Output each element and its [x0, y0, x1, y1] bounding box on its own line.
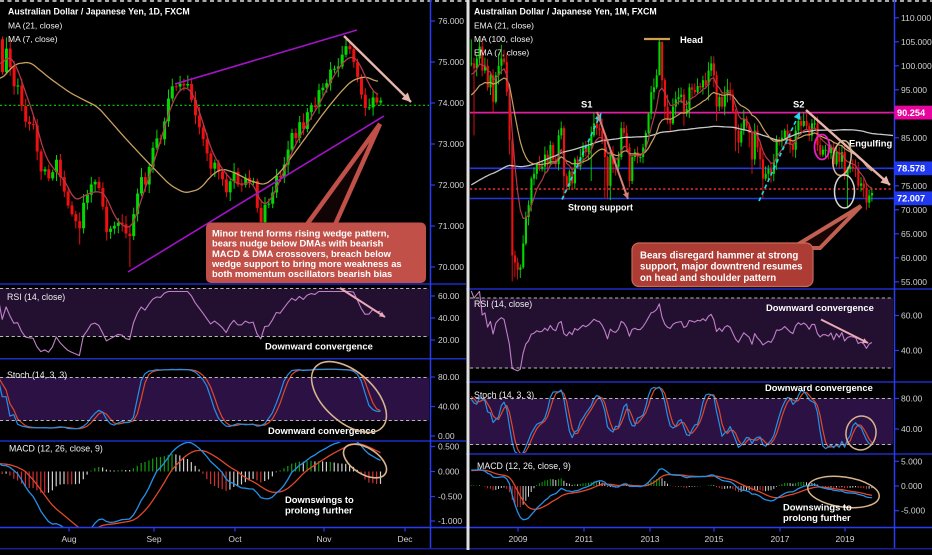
- svg-text:S2: S2: [793, 99, 804, 110]
- svg-text:40.00: 40.00: [901, 424, 923, 434]
- svg-text:0.000: 0.000: [901, 481, 923, 491]
- svg-text:Stoch (14, 3, 3): Stoch (14, 3, 3): [474, 390, 534, 400]
- svg-text:Aug: Aug: [61, 534, 76, 544]
- svg-text:Sep: Sep: [146, 534, 161, 544]
- svg-text:support, major downtrend resum: support, major downtrend resumes: [640, 262, 803, 273]
- svg-text:55.000: 55.000: [901, 277, 927, 287]
- svg-text:MA (21, close): MA (21, close): [8, 21, 62, 31]
- svg-text:0.00: 0.00: [438, 431, 455, 441]
- svg-text:Australian Dollar / Japanese Y: Australian Dollar / Japanese Yen, 1M, FX…: [474, 7, 657, 17]
- svg-text:2009: 2009: [509, 534, 528, 544]
- svg-text:Downward convergence: Downward convergence: [766, 302, 874, 313]
- svg-text:60.00: 60.00: [438, 291, 460, 301]
- svg-text:40.00: 40.00: [438, 402, 460, 412]
- svg-text:70.000: 70.000: [438, 262, 464, 272]
- svg-text:71.000: 71.000: [438, 221, 464, 231]
- svg-text:76.000: 76.000: [438, 16, 464, 26]
- svg-text:60.00: 60.00: [901, 311, 923, 321]
- svg-text:Downward convergence: Downward convergence: [265, 341, 373, 352]
- svg-text:Downswings to: Downswings to: [285, 494, 354, 505]
- svg-text:MACD (12, 26, close, 9): MACD (12, 26, close, 9): [477, 461, 571, 471]
- svg-text:Strong support: Strong support: [568, 203, 633, 213]
- svg-text:95.000: 95.000: [901, 85, 927, 95]
- svg-text:2013: 2013: [641, 534, 660, 544]
- svg-text:70.000: 70.000: [901, 205, 927, 215]
- svg-text:2011: 2011: [575, 534, 594, 544]
- svg-text:40.00: 40.00: [438, 313, 460, 323]
- svg-text:Stoch (14, 3, 3): Stoch (14, 3, 3): [7, 370, 67, 380]
- svg-text:EMA (7, close): EMA (7, close): [474, 48, 529, 58]
- svg-text:90.254: 90.254: [897, 108, 926, 118]
- svg-text:Downswings to: Downswings to: [783, 502, 852, 513]
- svg-text:Nov: Nov: [316, 534, 332, 544]
- svg-text:both momentum oscillators bear: both momentum oscillators bearish bias: [212, 268, 392, 279]
- svg-text:Head: Head: [680, 34, 703, 45]
- svg-text:RSI (14, close): RSI (14, close): [474, 299, 532, 309]
- svg-text:MA (100, close): MA (100, close): [474, 34, 533, 44]
- svg-text:75.000: 75.000: [901, 181, 927, 191]
- svg-text:60.000: 60.000: [901, 253, 927, 263]
- svg-text:40.00: 40.00: [901, 346, 923, 356]
- svg-text:Downward convergence: Downward convergence: [765, 382, 873, 393]
- svg-text:Bears disregard hammer at stro: Bears disregard hammer at strong: [640, 251, 798, 262]
- svg-text:100.000: 100.000: [901, 61, 932, 71]
- svg-text:on head and shoulder pattern: on head and shoulder pattern: [640, 273, 776, 284]
- svg-text:prolong further: prolong further: [783, 512, 851, 523]
- svg-text:RSI (14, close): RSI (14, close): [7, 292, 65, 302]
- svg-text:2015: 2015: [705, 534, 724, 544]
- svg-text:Engulfing: Engulfing: [849, 138, 892, 149]
- svg-text:-5.000: -5.000: [901, 506, 925, 516]
- svg-text:105.000: 105.000: [901, 37, 932, 47]
- svg-text:75.000: 75.000: [438, 57, 464, 67]
- svg-text:72.000: 72.000: [438, 180, 464, 190]
- svg-text:5.000: 5.000: [901, 456, 923, 466]
- svg-text:0.000: 0.000: [438, 467, 460, 477]
- svg-text:65.000: 65.000: [901, 229, 927, 239]
- svg-text:72.007: 72.007: [897, 194, 925, 204]
- svg-text:prolong further: prolong further: [285, 505, 353, 516]
- svg-text:2019: 2019: [836, 534, 855, 544]
- svg-text:110.000: 110.000: [901, 13, 931, 23]
- svg-text:MA (7, close): MA (7, close): [8, 34, 58, 44]
- svg-text:MACD (12, 26, close, 9): MACD (12, 26, close, 9): [9, 444, 103, 454]
- svg-text:20.00: 20.00: [438, 335, 460, 345]
- svg-text:2017: 2017: [771, 534, 790, 544]
- svg-text:Australian Dollar / Japanese Y: Australian Dollar / Japanese Yen, 1D, FX…: [8, 7, 190, 17]
- svg-text:78.578: 78.578: [897, 164, 925, 174]
- svg-text:73.000: 73.000: [438, 139, 464, 149]
- svg-text:Dec: Dec: [397, 534, 413, 544]
- svg-text:Oct: Oct: [228, 534, 242, 544]
- svg-text:-0.500: -0.500: [438, 492, 462, 502]
- svg-text:85.000: 85.000: [901, 133, 927, 143]
- svg-text:S1: S1: [581, 99, 592, 110]
- svg-text:0.500: 0.500: [438, 442, 460, 452]
- svg-text:74.000: 74.000: [438, 98, 464, 108]
- svg-text:80.00: 80.00: [901, 394, 923, 404]
- svg-text:EMA (21, close): EMA (21, close): [474, 21, 534, 31]
- svg-text:-1.000: -1.000: [438, 516, 462, 526]
- svg-text:80.00: 80.00: [438, 372, 460, 382]
